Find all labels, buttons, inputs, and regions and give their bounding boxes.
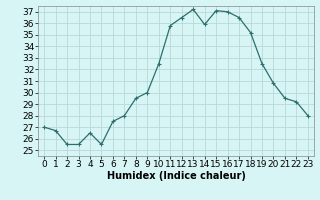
X-axis label: Humidex (Indice chaleur): Humidex (Indice chaleur) — [107, 171, 245, 181]
